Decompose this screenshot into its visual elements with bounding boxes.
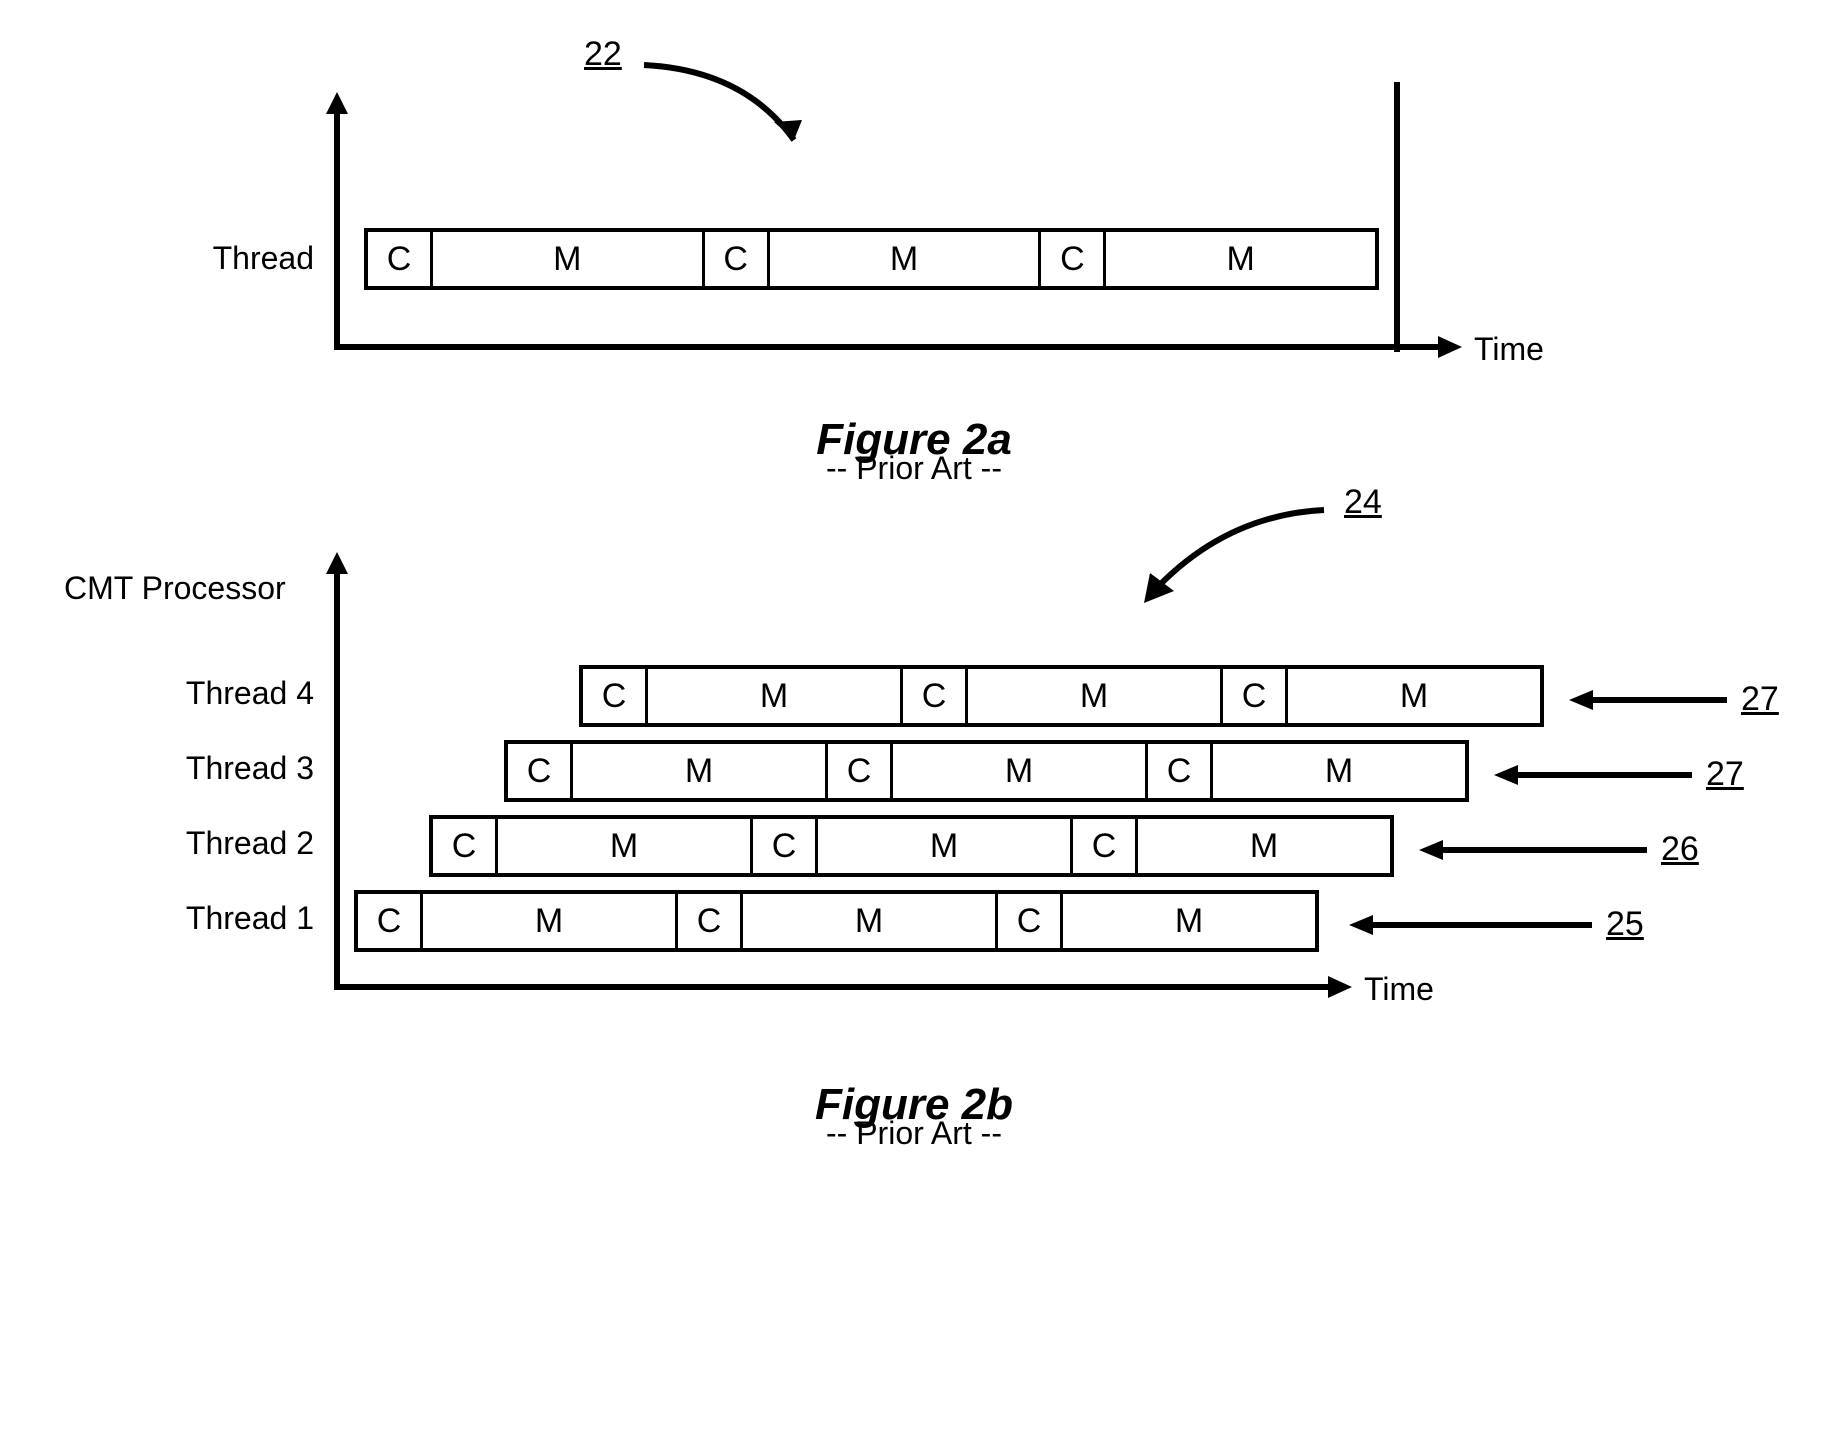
- seg-m: M: [818, 819, 1073, 873]
- seg-c: C: [998, 894, 1063, 948]
- seg-m: M: [893, 744, 1148, 798]
- ref-27-label: 27: [1706, 755, 1744, 794]
- seg-m: M: [770, 232, 1042, 286]
- ref-22-label: 22: [584, 35, 622, 74]
- seg-m: M: [1288, 669, 1540, 723]
- seg-c: C: [1148, 744, 1213, 798]
- row-label-thread1: Thread 1: [144, 900, 314, 937]
- seg-c: C: [368, 232, 433, 286]
- seg-m: M: [1063, 894, 1315, 948]
- x-axis-icon: [334, 972, 1354, 1002]
- fig2a-axes: 22 Time Thread: [334, 110, 1434, 350]
- seg-c: C: [903, 669, 968, 723]
- seg-m: M: [1106, 232, 1375, 286]
- seg-c: C: [1041, 232, 1106, 286]
- cmt-processor-label: CMT Processor: [64, 570, 319, 607]
- seg-c: C: [678, 894, 743, 948]
- figure-2a-subtitle: -- Prior Art --: [64, 450, 1764, 487]
- row-label-thread2: Thread 2: [144, 825, 314, 862]
- x-axis-icon: [334, 332, 1464, 362]
- ref-arrow-27b: 27: [1494, 755, 1744, 794]
- ref-25-label: 25: [1606, 905, 1644, 944]
- thread-bar-3: C M C M C M: [504, 740, 1469, 802]
- seg-c: C: [583, 669, 648, 723]
- y-axis-icon: [322, 92, 352, 352]
- x-axis-label: Time: [1474, 331, 1544, 368]
- row-label-thread4: Thread 4: [144, 675, 314, 712]
- row-label-thread3: Thread 3: [144, 750, 314, 787]
- ref-arrow-27a: 27: [1569, 680, 1779, 719]
- figure-2b: 24 CMT Processor Time Thread 4: [64, 540, 1764, 1180]
- seg-c: C: [1223, 669, 1288, 723]
- left-arrow-icon: [1494, 761, 1694, 789]
- figure-2a: 22 Time Thread: [64, 40, 1764, 460]
- seg-m: M: [743, 894, 998, 948]
- ref-26-label: 26: [1661, 830, 1699, 869]
- seg-c: C: [358, 894, 423, 948]
- ref-arrow-22: 22: [564, 50, 824, 175]
- fig2b-axes: 24 CMT Processor Time Thread 4: [334, 570, 1344, 990]
- y-axis-icon: [322, 552, 352, 992]
- ref-27-label: 27: [1741, 680, 1779, 719]
- seg-c: C: [1073, 819, 1138, 873]
- seg-m: M: [433, 232, 705, 286]
- seg-c: C: [508, 744, 573, 798]
- seg-m: M: [648, 669, 903, 723]
- seg-m: M: [498, 819, 753, 873]
- seg-m: M: [1138, 819, 1390, 873]
- left-arrow-icon: [1349, 911, 1594, 939]
- figure-2b-subtitle: -- Prior Art --: [64, 1115, 1764, 1152]
- seg-m: M: [1213, 744, 1465, 798]
- row-label-thread: Thread: [174, 240, 314, 277]
- seg-c: C: [433, 819, 498, 873]
- left-arrow-icon: [1569, 686, 1729, 714]
- seg-m: M: [573, 744, 828, 798]
- seg-m: M: [423, 894, 678, 948]
- end-marker: [1394, 82, 1400, 352]
- thread-bar-a: C M C M C M: [364, 228, 1379, 290]
- seg-m: M: [968, 669, 1223, 723]
- seg-c: C: [753, 819, 818, 873]
- thread-bar-2: C M C M C M: [429, 815, 1394, 877]
- ref-arrow-25: 25: [1349, 905, 1644, 944]
- seg-c: C: [705, 232, 770, 286]
- curved-arrow-icon: [1104, 495, 1364, 620]
- x-axis-label-b: Time: [1364, 971, 1434, 1008]
- figure-container: 22 Time Thread: [64, 40, 1764, 1180]
- ref-24-label: 24: [1344, 483, 1382, 522]
- ref-arrow-24: 24: [1104, 495, 1364, 625]
- ref-arrow-26: 26: [1419, 830, 1699, 869]
- thread-bar-1: C M C M C M: [354, 890, 1319, 952]
- thread-bar-4: C M C M C M: [579, 665, 1544, 727]
- seg-c: C: [828, 744, 893, 798]
- left-arrow-icon: [1419, 836, 1649, 864]
